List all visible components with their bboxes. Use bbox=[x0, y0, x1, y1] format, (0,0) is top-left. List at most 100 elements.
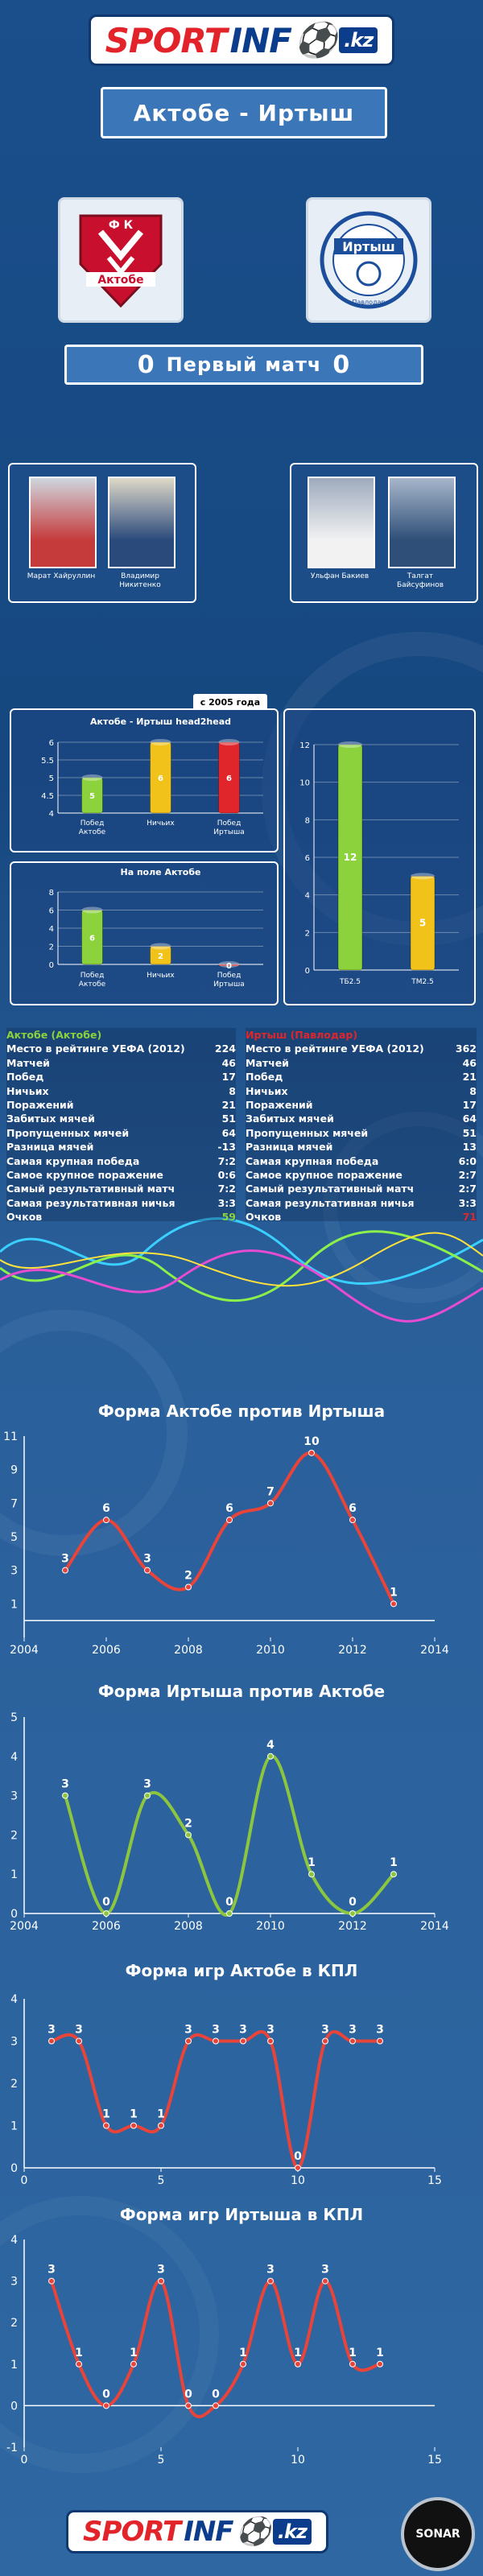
stats-row: Самая результативная ничья 3:3 bbox=[246, 1196, 477, 1210]
stats-value: 3:3 bbox=[217, 1196, 236, 1209]
coach-photo bbox=[108, 477, 175, 568]
stats-value: 8 bbox=[229, 1084, 236, 1097]
data-label: 3 bbox=[47, 2024, 56, 2037]
stats-label: Ничьих bbox=[246, 1084, 288, 1097]
stats-row: Разница мячей 13 bbox=[246, 1140, 477, 1154]
chart-title: На поле Актобе bbox=[120, 867, 200, 877]
ball-icon: ⚽ bbox=[294, 20, 336, 60]
ball-icon: ⚽ bbox=[236, 2516, 270, 2548]
bar-cap bbox=[338, 741, 362, 748]
data-label: 3 bbox=[143, 1778, 151, 1791]
series-line bbox=[64, 1451, 395, 1605]
chart-title: Форма Иртыша против Актобе bbox=[98, 1682, 385, 1701]
y-tick-label: 4.5 bbox=[41, 792, 54, 801]
data-point bbox=[62, 1792, 68, 1799]
x-tick-label: Иртыша bbox=[213, 828, 245, 836]
y-tick-label: 0 bbox=[49, 961, 54, 970]
stats-row: Поражений 17 bbox=[246, 1098, 477, 1112]
y-tick-label: 10 bbox=[299, 779, 310, 788]
logo-kz-text: .kz bbox=[339, 27, 378, 53]
y-tick-label: 7 bbox=[10, 1497, 18, 1510]
data-point bbox=[322, 2277, 328, 2285]
data-label: 1 bbox=[102, 2108, 110, 2121]
data-point bbox=[158, 2122, 164, 2129]
x-tick-label: Побед bbox=[217, 819, 242, 828]
y-tick-label: 5 bbox=[10, 1531, 18, 1544]
x-tick-label: 0 bbox=[21, 2454, 28, 2467]
y-tick-label: 5.5 bbox=[41, 757, 54, 766]
y-tick-label: 1 bbox=[10, 1598, 18, 1611]
aktobe-logo-name: Актобе bbox=[97, 274, 143, 287]
stats-value: 21 bbox=[221, 1099, 236, 1112]
data-label: 0 bbox=[349, 1896, 357, 1909]
data-label: 0 bbox=[184, 2388, 192, 2401]
stats-label: Место в рейтинге УЕФА (2012) bbox=[246, 1042, 424, 1055]
x-tick-label: 2012 bbox=[338, 1644, 367, 1657]
sonar-logo[interactable]: SONAR bbox=[401, 2497, 475, 2571]
score-left: 0 bbox=[137, 350, 155, 379]
x-tick-label: 2004 bbox=[10, 1920, 39, 1933]
stats-value: 8 bbox=[469, 1084, 477, 1097]
stats-value: 17 bbox=[221, 1071, 236, 1084]
stats-value: 3:3 bbox=[458, 1196, 477, 1209]
x-tick-label: 2004 bbox=[10, 1644, 39, 1657]
data-label: 0 bbox=[225, 1896, 233, 1909]
y-tick-label: 4 bbox=[10, 1751, 18, 1764]
logo-sport-text: SPORT bbox=[83, 2516, 181, 2548]
since-label: с 2005 года bbox=[193, 694, 267, 710]
data-label: 1 bbox=[130, 2347, 138, 2359]
stats-value: 64 bbox=[221, 1126, 236, 1139]
x-tick-label: 2010 bbox=[256, 1644, 285, 1657]
footer-logo[interactable]: SPORT INF ⚽ .kz bbox=[48, 2504, 346, 2560]
data-point bbox=[185, 2037, 192, 2045]
stats-label: Самое крупное поражение bbox=[246, 1169, 402, 1182]
match-title-text: Актобе - Иртыш bbox=[133, 99, 355, 126]
series-line bbox=[51, 2029, 380, 2170]
data-point bbox=[226, 1910, 233, 1917]
aktobe-coaches-panel: Марат Хайруллин Владимир Никитенко bbox=[8, 463, 196, 603]
data-label: 1 bbox=[376, 2347, 384, 2359]
stats-row: Матчей 46 bbox=[246, 1056, 477, 1070]
data-point bbox=[226, 1517, 233, 1524]
y-tick-label: 0 bbox=[10, 1908, 18, 1921]
match-title: Актобе - Иртыш bbox=[101, 87, 387, 138]
x-tick-label: Иртыша bbox=[213, 980, 245, 989]
y-tick-label: -1 bbox=[6, 2442, 18, 2454]
bar bbox=[81, 777, 103, 814]
data-label: 3 bbox=[184, 2024, 192, 2037]
y-tick-label: 5 bbox=[10, 1711, 18, 1724]
bar-value-label: 6 bbox=[226, 774, 232, 783]
x-tick-label: 2014 bbox=[420, 1644, 449, 1657]
chart-title: Форма игр Актобе в КПЛ bbox=[126, 1961, 358, 1980]
data-label: 1 bbox=[294, 2347, 302, 2359]
y-tick-label: 1 bbox=[10, 2359, 18, 2372]
header-logo[interactable]: SPORT INF ⚽ .kz bbox=[0, 8, 483, 72]
y-tick-label: 5 bbox=[49, 774, 54, 783]
bar-cap bbox=[150, 739, 171, 745]
coach-name: Марат Хайруллин bbox=[27, 572, 96, 580]
stats-label: Очков bbox=[246, 1211, 282, 1224]
data-point bbox=[267, 1500, 274, 1507]
stats-label: Поражений bbox=[246, 1099, 313, 1112]
data-label: 7 bbox=[266, 1485, 275, 1498]
data-point bbox=[213, 2037, 219, 2045]
x-tick-label: 15 bbox=[427, 2454, 442, 2467]
coach-name: Ульфан Бакиев bbox=[310, 572, 369, 580]
stats-label: Забитых мячей bbox=[6, 1113, 95, 1125]
data-label: 3 bbox=[321, 2264, 329, 2277]
data-point bbox=[240, 2360, 246, 2368]
logo-info-text: INF bbox=[229, 20, 292, 60]
data-label: 0 bbox=[102, 1896, 110, 1909]
data-point bbox=[158, 2277, 164, 2285]
y-tick-label: 2 bbox=[305, 929, 310, 938]
data-point bbox=[144, 1792, 151, 1799]
stats-row: Пропущенных мячей 64 bbox=[6, 1126, 236, 1140]
data-label: 1 bbox=[239, 2347, 247, 2359]
score-right: 0 bbox=[332, 350, 351, 379]
stats-row: Матчей 46 bbox=[6, 1056, 236, 1070]
x-tick-label: Актобе bbox=[79, 980, 106, 989]
data-point bbox=[76, 2037, 82, 2045]
y-tick-label: 4 bbox=[10, 2234, 18, 2247]
x-tick-label: ТМ2.5 bbox=[411, 978, 434, 986]
